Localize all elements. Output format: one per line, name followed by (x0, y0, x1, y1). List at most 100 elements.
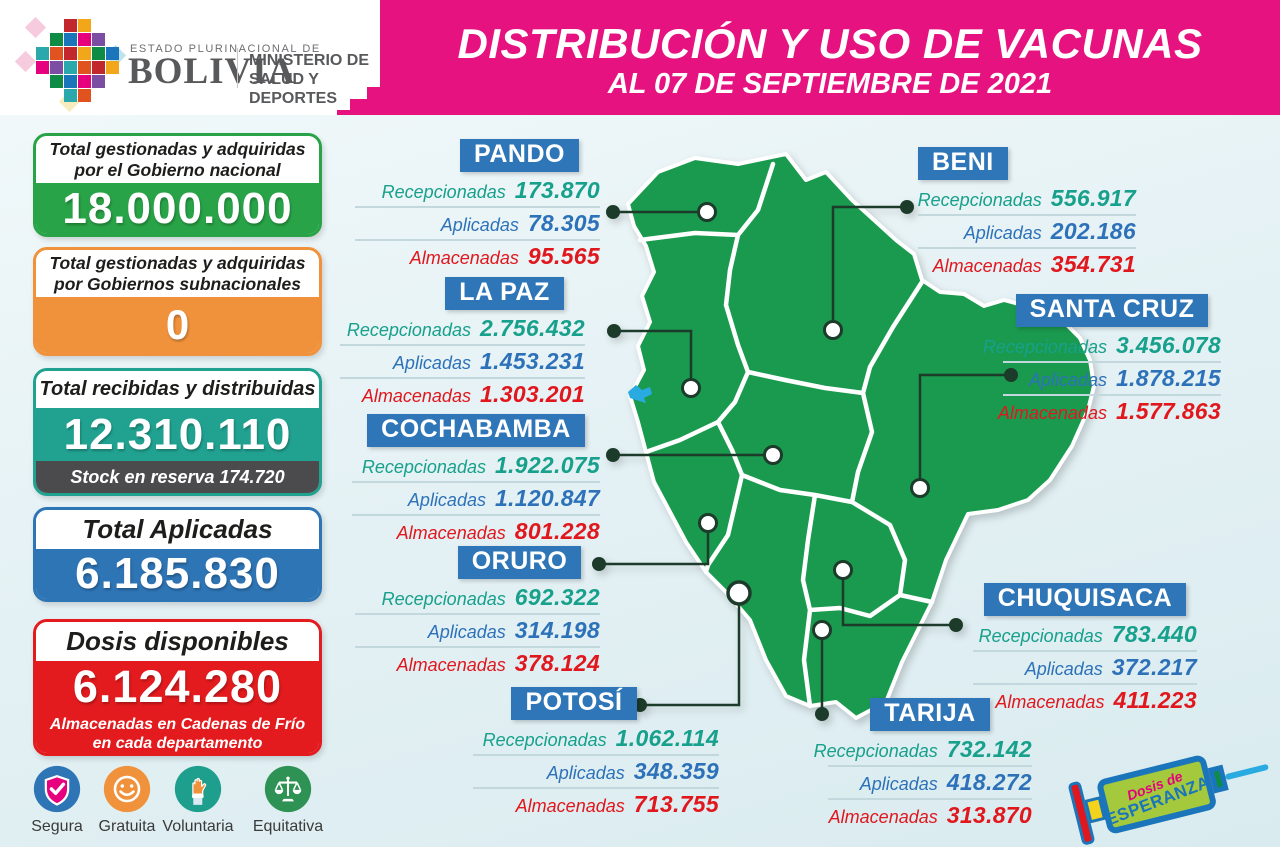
dept-santa-cruz: SANTA CRUZ Recepcionadas 3.456.078 Aplica… (983, 294, 1221, 426)
stat-label: Aplicadas (1024, 659, 1103, 679)
stat-row-almacenadas: Almacenadas 313.870 (828, 801, 1032, 830)
box-available-doses: Dosis disponibles 6.124.280 Almacenadas … (33, 619, 322, 756)
box-title: Total Aplicadas (36, 510, 319, 549)
stat-label: Almacenadas (361, 386, 471, 406)
stat-value: 95.565 (527, 243, 600, 269)
box-note-line1: Almacenadas en Cadenas de Frío (49, 716, 306, 733)
row-divider (340, 344, 585, 346)
row-divider (352, 514, 600, 516)
country-outline (626, 152, 1096, 720)
box-value: 6.124.280 (72, 661, 283, 712)
stat-value: 372.217 (1111, 654, 1197, 680)
dept-potosi: POTOSÍ Recepcionadas 1.062.114 Aplicadas 3… (473, 687, 719, 819)
stat-row-almacenadas: Almacenadas 713.755 (473, 790, 719, 819)
stat-label: Almacenadas (932, 256, 1042, 276)
dept-name-band: TARIJA (870, 698, 990, 731)
stat-value: 732.142 (946, 736, 1032, 762)
box-subnational-doses: Total gestionadas y adquiridas por Gobie… (33, 247, 322, 356)
map-dot-oruro (698, 513, 718, 533)
row-divider (918, 214, 1136, 216)
stat-row-aplicadas: Aplicadas 202.186 (918, 217, 1136, 246)
stat-row-almacenadas: Almacenadas 801.228 (352, 517, 600, 546)
stat-value: 202.186 (1050, 218, 1136, 244)
box-value: 6.185.830 (36, 549, 319, 599)
stock-reserve-bar: Stock en reserva 174.720 (36, 461, 319, 493)
estado-plurinacional-label: ESTADO PLURINACIONAL DE (130, 43, 321, 55)
dept-name-band: CHUQUISACA (983, 583, 1187, 616)
leader-lines (599, 205, 1011, 714)
ministry-label: MINISTERIO DE SALUD Y DEPORTES (249, 51, 380, 108)
stat-value: 378.124 (514, 650, 600, 676)
stat-value: 354.731 (1050, 251, 1136, 277)
principle-label: Gratuita (98, 818, 156, 835)
map-dot-beni (823, 320, 843, 340)
stat-value: 556.917 (1050, 185, 1136, 211)
dept-name-band: SANTA CRUZ (1015, 294, 1209, 327)
stat-value: 692.322 (514, 584, 600, 610)
stat-row-recepcionadas: Recepcionadas 783.440 (973, 620, 1197, 649)
box-note: Almacenadas en Cadenas de Frío en cada d… (50, 715, 305, 753)
stat-label: Almacenadas (515, 796, 625, 816)
row-divider (473, 787, 719, 789)
dept-name-band: LA PAZ (445, 277, 564, 310)
dept-name-band: ORURO (457, 546, 582, 579)
stat-row-recepcionadas: Recepcionadas 556.917 (918, 184, 1136, 213)
stat-value: 1.878.215 (1115, 365, 1221, 391)
box-total-applied: Total Aplicadas 6.185.830 (33, 507, 322, 602)
row-divider (973, 683, 1197, 685)
stat-row-aplicadas: Aplicadas 348.359 (473, 757, 719, 786)
box-title: Total recibidas y distribuidas (36, 371, 319, 408)
stat-row-almacenadas: Almacenadas 411.223 (973, 686, 1197, 715)
map-dot-potosi (726, 580, 752, 606)
stat-label: Recepcionadas (813, 741, 938, 761)
principle-label: Equitativa (252, 818, 324, 835)
stat-label: Recepcionadas (346, 320, 471, 340)
stat-value: 2.756.432 (479, 315, 585, 341)
stat-label: Recepcionadas (381, 589, 506, 609)
box-received-distributed: Total recibidas y distribuidas 12.310.11… (33, 368, 322, 496)
box-value: 12.310.110 (36, 408, 319, 461)
row-divider (918, 247, 1136, 249)
stat-row-recepcionadas: Recepcionadas 732.142 (814, 735, 1032, 764)
box-title-line1: Total gestionadas y adquiridas (49, 138, 306, 159)
stat-row-almacenadas: Almacenadas 1.577.863 (998, 397, 1221, 426)
ministry-line2: SALUD Y DEPORTES (249, 71, 338, 107)
stat-value: 314.198 (514, 617, 600, 643)
dept-name-band: COCHABAMBA (367, 414, 585, 447)
stat-label: Almacenadas (995, 692, 1105, 712)
header-divider (237, 48, 238, 88)
stat-row-aplicadas: Aplicadas 1.878.215 (1003, 364, 1221, 393)
header-logo-panel: ESTADO PLURINACIONAL DE BOLIVIA MINISTER… (0, 0, 380, 115)
map-dot-chuquisaca (833, 560, 853, 580)
stat-row-aplicadas: Aplicadas 1.453.231 (340, 347, 585, 376)
stat-label: Recepcionadas (917, 190, 1042, 210)
header-title-band (380, 0, 1280, 115)
stat-value: 173.870 (514, 177, 600, 203)
stat-row-aplicadas: Aplicadas 372.217 (973, 653, 1197, 682)
stat-value: 1.062.114 (615, 725, 719, 751)
stat-value: 1.120.847 (494, 485, 600, 511)
map-dot-tarija (812, 620, 832, 640)
box-note-line2: en cada departamento (92, 735, 263, 752)
dept-name-band: BENI (918, 147, 1008, 180)
stat-label: Almacenadas (997, 403, 1107, 423)
balance-scale-icon (264, 765, 312, 813)
dept-oruro: ORURO Recepcionadas 692.322 Aplicadas 314.… (355, 546, 600, 678)
header-step-shape (337, 110, 350, 115)
bolivia-departments-map (592, 152, 1096, 721)
bolivia-state-logo (14, 14, 127, 113)
principle-label: Voluntaria (162, 818, 234, 835)
stat-row-almacenadas: Almacenadas 354.731 (918, 250, 1136, 279)
map-dot-cochabamba (763, 445, 783, 465)
stat-label: Aplicadas (1028, 370, 1107, 390)
dept-beni: BENI Recepcionadas 556.917 Aplicadas 202.1… (918, 147, 1136, 279)
stat-label: Recepcionadas (982, 337, 1107, 357)
box-title: Dosis disponibles (36, 622, 319, 661)
bolivia-wordmark: BOLIVIA (128, 51, 296, 92)
header-step-shape (367, 87, 380, 115)
stat-value: 1.453.231 (479, 348, 585, 374)
row-divider (473, 754, 719, 756)
dept-la-paz: LA PAZ Recepcionadas 2.756.432 Aplicadas 1… (340, 277, 585, 409)
stat-label: Aplicadas (427, 622, 506, 642)
dept-name-band: PANDO (460, 139, 579, 172)
